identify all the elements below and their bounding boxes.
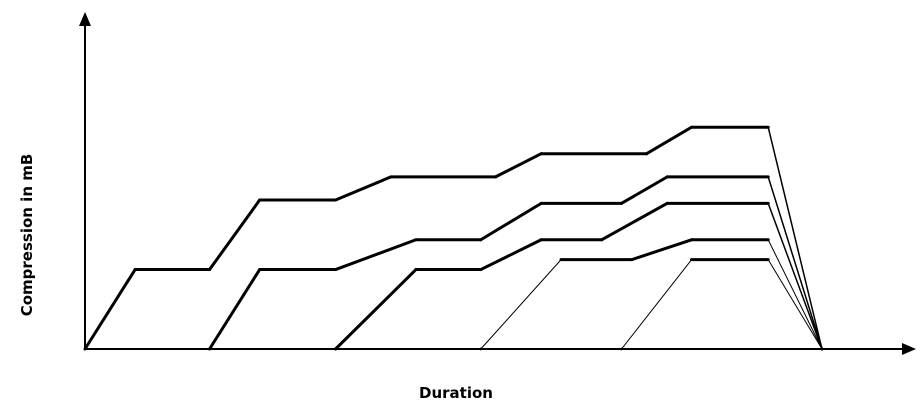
series-2-point-6 xyxy=(539,201,543,205)
series-2-segment-3 xyxy=(334,238,418,272)
series-1-point-6 xyxy=(389,175,393,179)
series-1-point-10 xyxy=(690,125,693,129)
series-2-point-9 xyxy=(766,175,770,179)
series-1-segment-9 xyxy=(645,125,694,156)
series-4-segment-3 xyxy=(630,238,694,262)
series-1-segment-5 xyxy=(334,175,393,202)
series-1-point-5 xyxy=(334,198,337,202)
series-5-point-4 xyxy=(820,347,824,351)
series-3-point-1 xyxy=(334,347,337,351)
x-axis-title: Duration xyxy=(419,384,493,402)
series-3-segment-7 xyxy=(767,202,823,350)
series-2-segment-5 xyxy=(479,201,543,242)
series-2-point-3 xyxy=(334,268,337,271)
series-1-segment-11 xyxy=(767,126,823,350)
series-1-point-9 xyxy=(645,152,648,156)
series-5-segment-3 xyxy=(767,259,823,350)
series-1-segment-3 xyxy=(208,198,262,272)
series-1-point-11 xyxy=(766,125,770,129)
series-4-point-2 xyxy=(559,258,563,262)
series-2-point-2 xyxy=(258,268,262,271)
series-3-segment-1 xyxy=(334,268,418,351)
series-2-point-1 xyxy=(208,347,211,351)
series-1-point-8 xyxy=(539,152,543,156)
series-4-point-5 xyxy=(766,238,770,242)
series-1-point-1 xyxy=(83,347,87,351)
series-3-point-2 xyxy=(414,268,418,271)
series-3-point-7 xyxy=(766,201,770,205)
series-5-point-1 xyxy=(620,347,623,351)
series-2-point-7 xyxy=(620,201,623,205)
series-3-segment-3 xyxy=(479,238,543,272)
series-1-point-2 xyxy=(133,268,137,271)
series-1-point-4 xyxy=(258,198,262,202)
series-4-point-1 xyxy=(479,347,483,351)
series-3-point-5 xyxy=(600,238,604,242)
series-4-segment-5 xyxy=(767,239,823,350)
series-3-point-6 xyxy=(665,201,669,205)
series-1-segment-1 xyxy=(83,268,137,351)
y-axis-title: Compression in mB xyxy=(18,154,36,317)
series-3-point-3 xyxy=(479,268,483,271)
series-3-segment-5 xyxy=(600,201,669,242)
series-1-point-3 xyxy=(208,268,211,271)
series-3-point-4 xyxy=(539,238,543,242)
series-2-segment-7 xyxy=(620,175,669,205)
series-5-point-2 xyxy=(690,258,693,262)
series-5-segment-1 xyxy=(621,259,693,350)
series-2-segment-9 xyxy=(767,176,823,350)
series-2-point-4 xyxy=(414,238,418,242)
series-2-segment-1 xyxy=(208,268,262,351)
series-4-point-3 xyxy=(630,258,634,262)
series-1-point-7 xyxy=(494,175,497,179)
series-2-point-5 xyxy=(479,238,483,242)
series-layer xyxy=(83,125,824,351)
series-5-point-3 xyxy=(766,258,770,262)
series-2-point-8 xyxy=(665,175,669,179)
series-1-segment-7 xyxy=(494,152,543,179)
series-4-segment-1 xyxy=(480,259,562,350)
series-4-point-4 xyxy=(690,238,693,242)
